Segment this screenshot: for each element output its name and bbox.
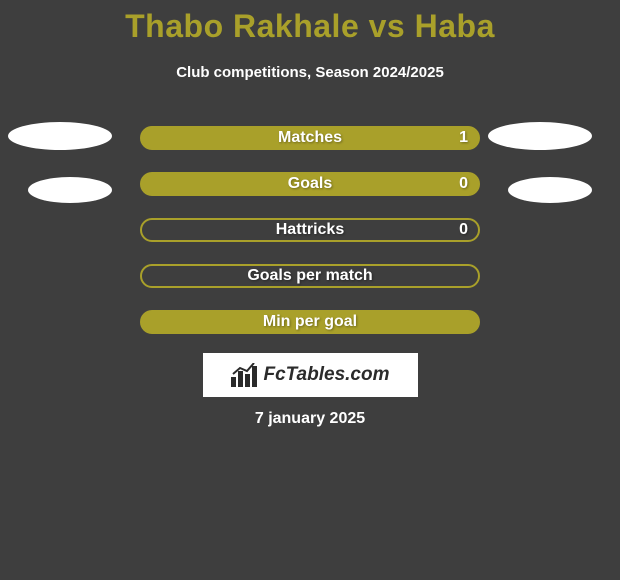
subtitle-text: Club competitions, Season 2024/2025 <box>176 64 444 81</box>
fctables-logo: FcTables.com <box>203 353 418 397</box>
stat-label: Matches <box>142 129 478 147</box>
barchart-icon <box>231 363 257 387</box>
page-title: Thabo Rakhale vs Haba <box>0 8 620 45</box>
subtitle: Club competitions, Season 2024/2025 <box>0 64 620 81</box>
player-left-disc-1 <box>8 122 112 150</box>
stat-value: 0 <box>459 221 468 239</box>
page-title-text: Thabo Rakhale vs Haba <box>125 8 495 44</box>
comparison-infographic: Thabo Rakhale vs Haba Club competitions,… <box>0 0 620 580</box>
stat-row-hattricks: Hattricks 0 <box>140 218 480 242</box>
player-left-disc-2 <box>28 177 112 203</box>
stat-row-matches: Matches 1 <box>140 126 480 150</box>
player-right-disc-1 <box>488 122 592 150</box>
stat-label: Min per goal <box>142 313 478 331</box>
stat-label: Goals per match <box>142 267 478 285</box>
stat-value: 0 <box>459 175 468 193</box>
stat-row-min-per-goal: Min per goal <box>140 310 480 334</box>
stat-label: Hattricks <box>142 221 478 239</box>
stat-row-goals-per-match: Goals per match <box>140 264 480 288</box>
date-text: 7 january 2025 <box>255 410 365 427</box>
stat-row-goals: Goals 0 <box>140 172 480 196</box>
logo-text: FcTables.com <box>263 364 389 386</box>
player-right-disc-2 <box>508 177 592 203</box>
date-line: 7 january 2025 <box>0 410 620 428</box>
stat-value: 1 <box>459 129 468 147</box>
stat-label: Goals <box>142 175 478 193</box>
